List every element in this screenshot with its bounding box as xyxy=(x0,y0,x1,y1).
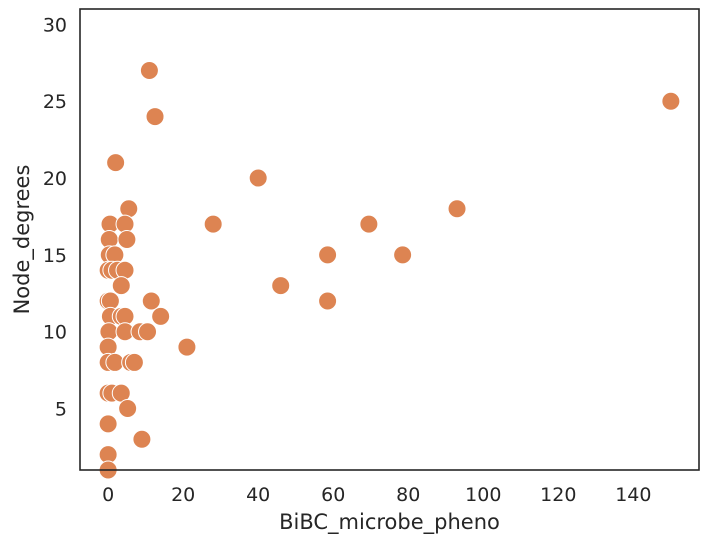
data-point xyxy=(661,91,681,111)
data-point xyxy=(151,306,171,326)
y-tick-label: 5 xyxy=(55,399,67,421)
y-tick-label: 20 xyxy=(43,168,67,190)
data-point xyxy=(359,214,379,234)
plot-background xyxy=(80,9,699,470)
x-tick-label: 0 xyxy=(102,484,114,506)
data-point xyxy=(138,322,158,342)
plot-frame xyxy=(79,8,700,471)
data-point xyxy=(203,214,223,234)
data-point xyxy=(318,291,338,311)
data-point xyxy=(124,352,144,372)
y-tick-label: 25 xyxy=(43,91,67,113)
y-tick-label: 10 xyxy=(43,322,67,344)
x-tick-label: 100 xyxy=(465,484,501,506)
data-point xyxy=(447,199,467,219)
x-tick-label: 80 xyxy=(396,484,420,506)
data-point xyxy=(145,107,165,127)
x-tick-label: 40 xyxy=(246,484,270,506)
y-tick-label: 15 xyxy=(43,245,67,267)
data-point xyxy=(118,399,138,419)
data-point xyxy=(271,276,291,296)
data-point xyxy=(393,245,413,265)
data-point xyxy=(117,230,137,249)
data-point xyxy=(98,414,118,434)
data-point xyxy=(132,429,152,449)
y-tick-label: 30 xyxy=(43,14,67,36)
y-tick-labels: 5 10 15 20 25 30 xyxy=(43,14,67,420)
x-axis-label: BiBC_microbe_pheno xyxy=(279,510,500,535)
data-point xyxy=(106,153,126,173)
x-tick-label: 140 xyxy=(615,484,651,506)
data-points xyxy=(98,60,681,480)
x-tick-label: 60 xyxy=(321,484,345,506)
y-axis-label: Node_degrees xyxy=(10,165,35,315)
x-tick-label: 20 xyxy=(171,484,195,506)
data-point xyxy=(318,245,338,265)
x-tick-labels: 0 20 40 60 80 100 120 140 xyxy=(102,484,651,506)
data-point xyxy=(177,337,197,357)
x-tick-label: 120 xyxy=(540,484,576,506)
data-point xyxy=(139,60,159,80)
data-point xyxy=(248,168,268,188)
data-point xyxy=(141,291,161,311)
data-point xyxy=(111,276,131,296)
